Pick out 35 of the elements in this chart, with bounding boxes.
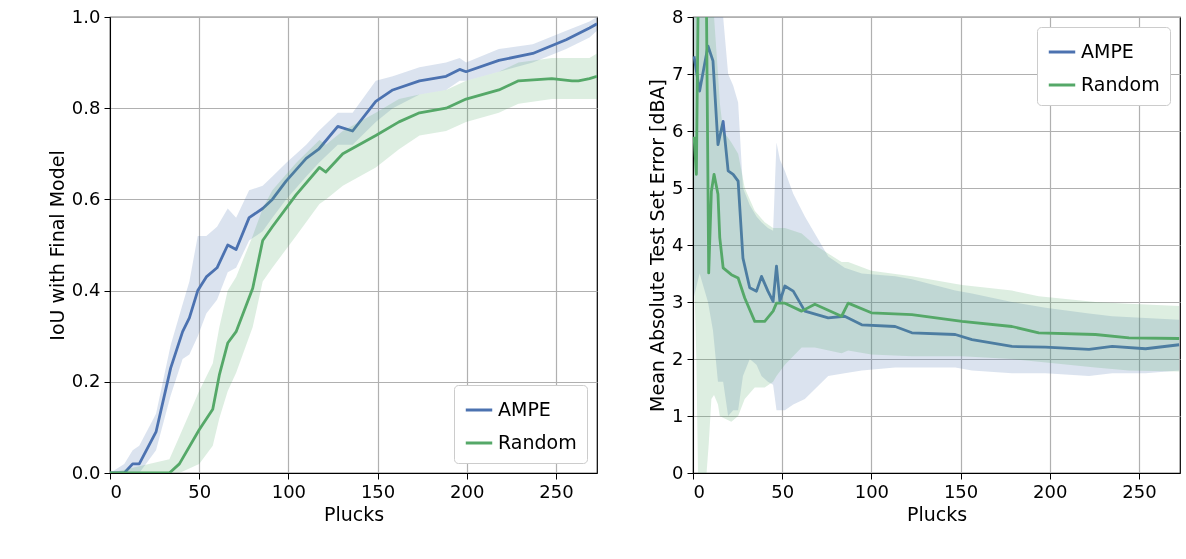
legend-label: AMPE — [1081, 40, 1134, 62]
y-tick-label: 0.2 — [71, 370, 101, 392]
y-tick-label: 0.6 — [71, 187, 101, 209]
x-axis-title: Plucks — [906, 502, 968, 525]
y-axis-title: Mean Absolute Test Set Error [dBA] — [646, 79, 669, 412]
x-tick-label: 150 — [360, 480, 396, 502]
x-tick-label: 0 — [110, 480, 122, 502]
y-tick-label: 2 — [672, 347, 684, 369]
y-tick-label: 0.8 — [71, 96, 101, 118]
y-tick-label: 0 — [672, 461, 684, 483]
x-tick-label: 250 — [1122, 480, 1157, 502]
x-tick-label: 150 — [943, 480, 979, 502]
legend-label: AMPE — [498, 398, 551, 420]
y-tick-label: 6 — [672, 119, 684, 141]
y-tick-label: 5 — [672, 176, 684, 198]
y-tick-label: 1 — [672, 404, 684, 426]
x-axis-title: Plucks — [323, 502, 385, 525]
y-axis-title: IoU with Final Model — [45, 150, 68, 341]
y-tick-label: 8 — [672, 5, 684, 27]
legend-label: Random — [1081, 73, 1160, 95]
x-tick-label: 100 — [854, 480, 890, 502]
y-tick-label: 1.0 — [71, 5, 101, 27]
x-tick-label: 100 — [271, 480, 307, 502]
y-tick-label: 0.4 — [71, 279, 101, 301]
y-tick-label: 3 — [672, 290, 684, 312]
x-tick-label: 0 — [693, 480, 705, 502]
x-tick-label: 50 — [771, 480, 795, 502]
x-tick-label: 50 — [188, 480, 212, 502]
y-tick-label: 0.0 — [71, 461, 101, 483]
legend-label: Random — [498, 431, 577, 453]
y-tick-label: 7 — [672, 62, 684, 84]
y-tick-label: 4 — [672, 233, 684, 255]
x-tick-label: 250 — [539, 480, 574, 502]
x-tick-label: 200 — [450, 480, 485, 502]
x-tick-label: 200 — [1033, 480, 1068, 502]
